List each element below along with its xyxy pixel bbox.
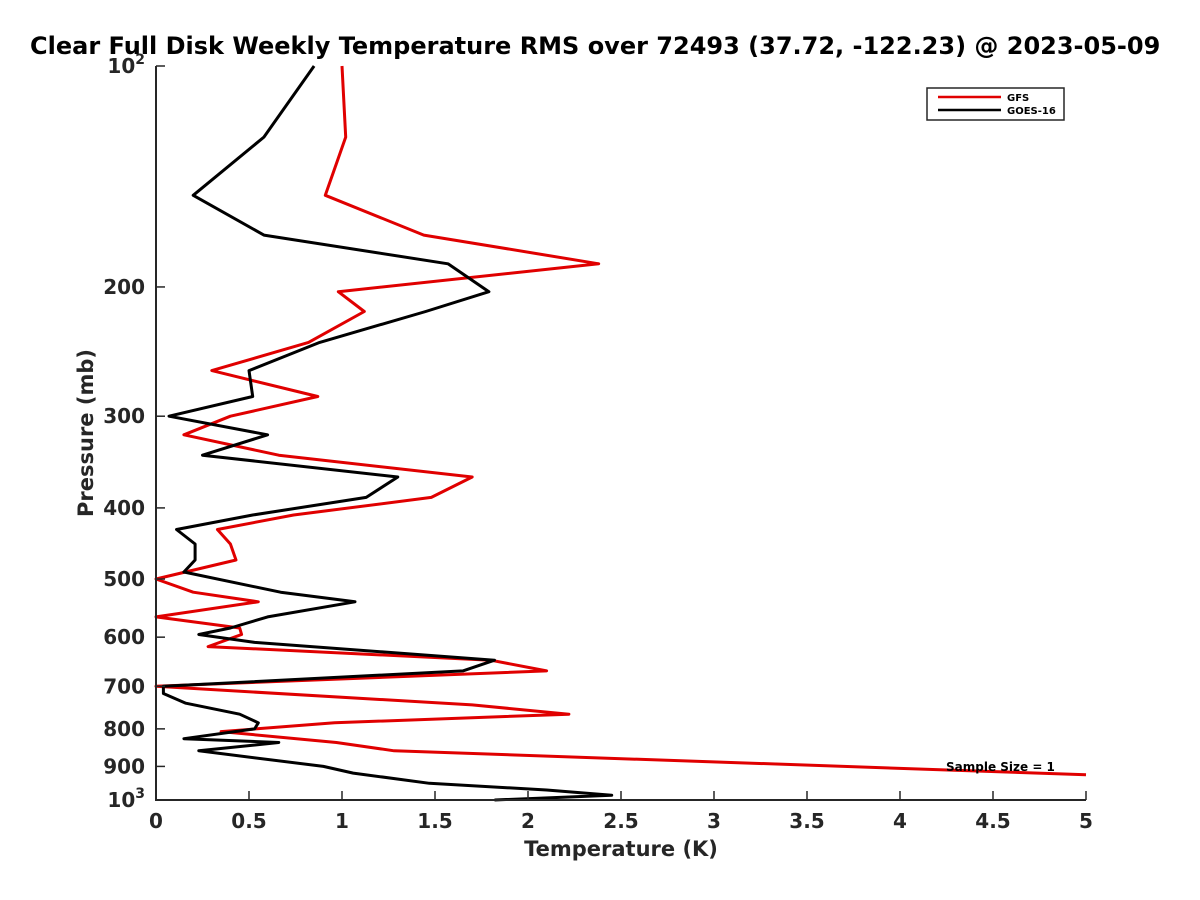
- x-axis-ticks: 0 0.5 1 1.5 2 2.5 3 3.5 4 4.5 5: [149, 791, 1093, 833]
- x-tick-label: 0: [149, 809, 163, 833]
- x-tick-label: 2.5: [603, 809, 638, 833]
- x-tick-label: 0.5: [231, 809, 266, 833]
- legend-entry: GFS: [1007, 93, 1029, 104]
- chart-title: Clear Full Disk Weekly Temperature RMS o…: [30, 32, 1160, 60]
- y-tick-label: 700: [103, 674, 145, 698]
- x-tick-label: 4: [893, 809, 907, 833]
- x-tick-label: 5: [1079, 809, 1093, 833]
- y-tick-label: 900: [103, 754, 145, 778]
- y-tick-label: 103: [107, 786, 145, 812]
- legend-entry: GOES-16: [1007, 106, 1056, 117]
- y-tick-label: 500: [103, 567, 145, 591]
- y-tick-label: 400: [103, 496, 145, 520]
- x-tick-label: 3.5: [789, 809, 824, 833]
- series-line-goes-16: [161, 65, 614, 802]
- series-layer: [154, 65, 1087, 802]
- legend: GFS GOES-16: [926, 87, 1065, 121]
- y-tick-label: 300: [103, 404, 145, 428]
- y-axis-ticks: 102 200 300 400 500 600 700 800 900 103: [103, 52, 165, 812]
- sample-size-annotation: Sample Size = 1: [946, 760, 1055, 774]
- x-axis-label: Temperature (K): [524, 837, 718, 861]
- y-tick-label: 600: [103, 625, 145, 649]
- plot-area-background: [156, 66, 1086, 800]
- x-tick-label: 1: [335, 809, 349, 833]
- y-tick-label: 102: [107, 52, 145, 78]
- x-tick-label: 4.5: [975, 809, 1010, 833]
- y-tick-label: 200: [103, 275, 145, 299]
- series-line-gfs: [154, 65, 1087, 777]
- x-tick-label: 2: [521, 809, 535, 833]
- legend-box: [926, 87, 1065, 121]
- x-tick-label: 1.5: [417, 809, 452, 833]
- y-tick-label: 800: [103, 717, 145, 741]
- y-axis-label: Pressure (mb): [74, 349, 98, 517]
- x-tick-label: 3: [707, 809, 721, 833]
